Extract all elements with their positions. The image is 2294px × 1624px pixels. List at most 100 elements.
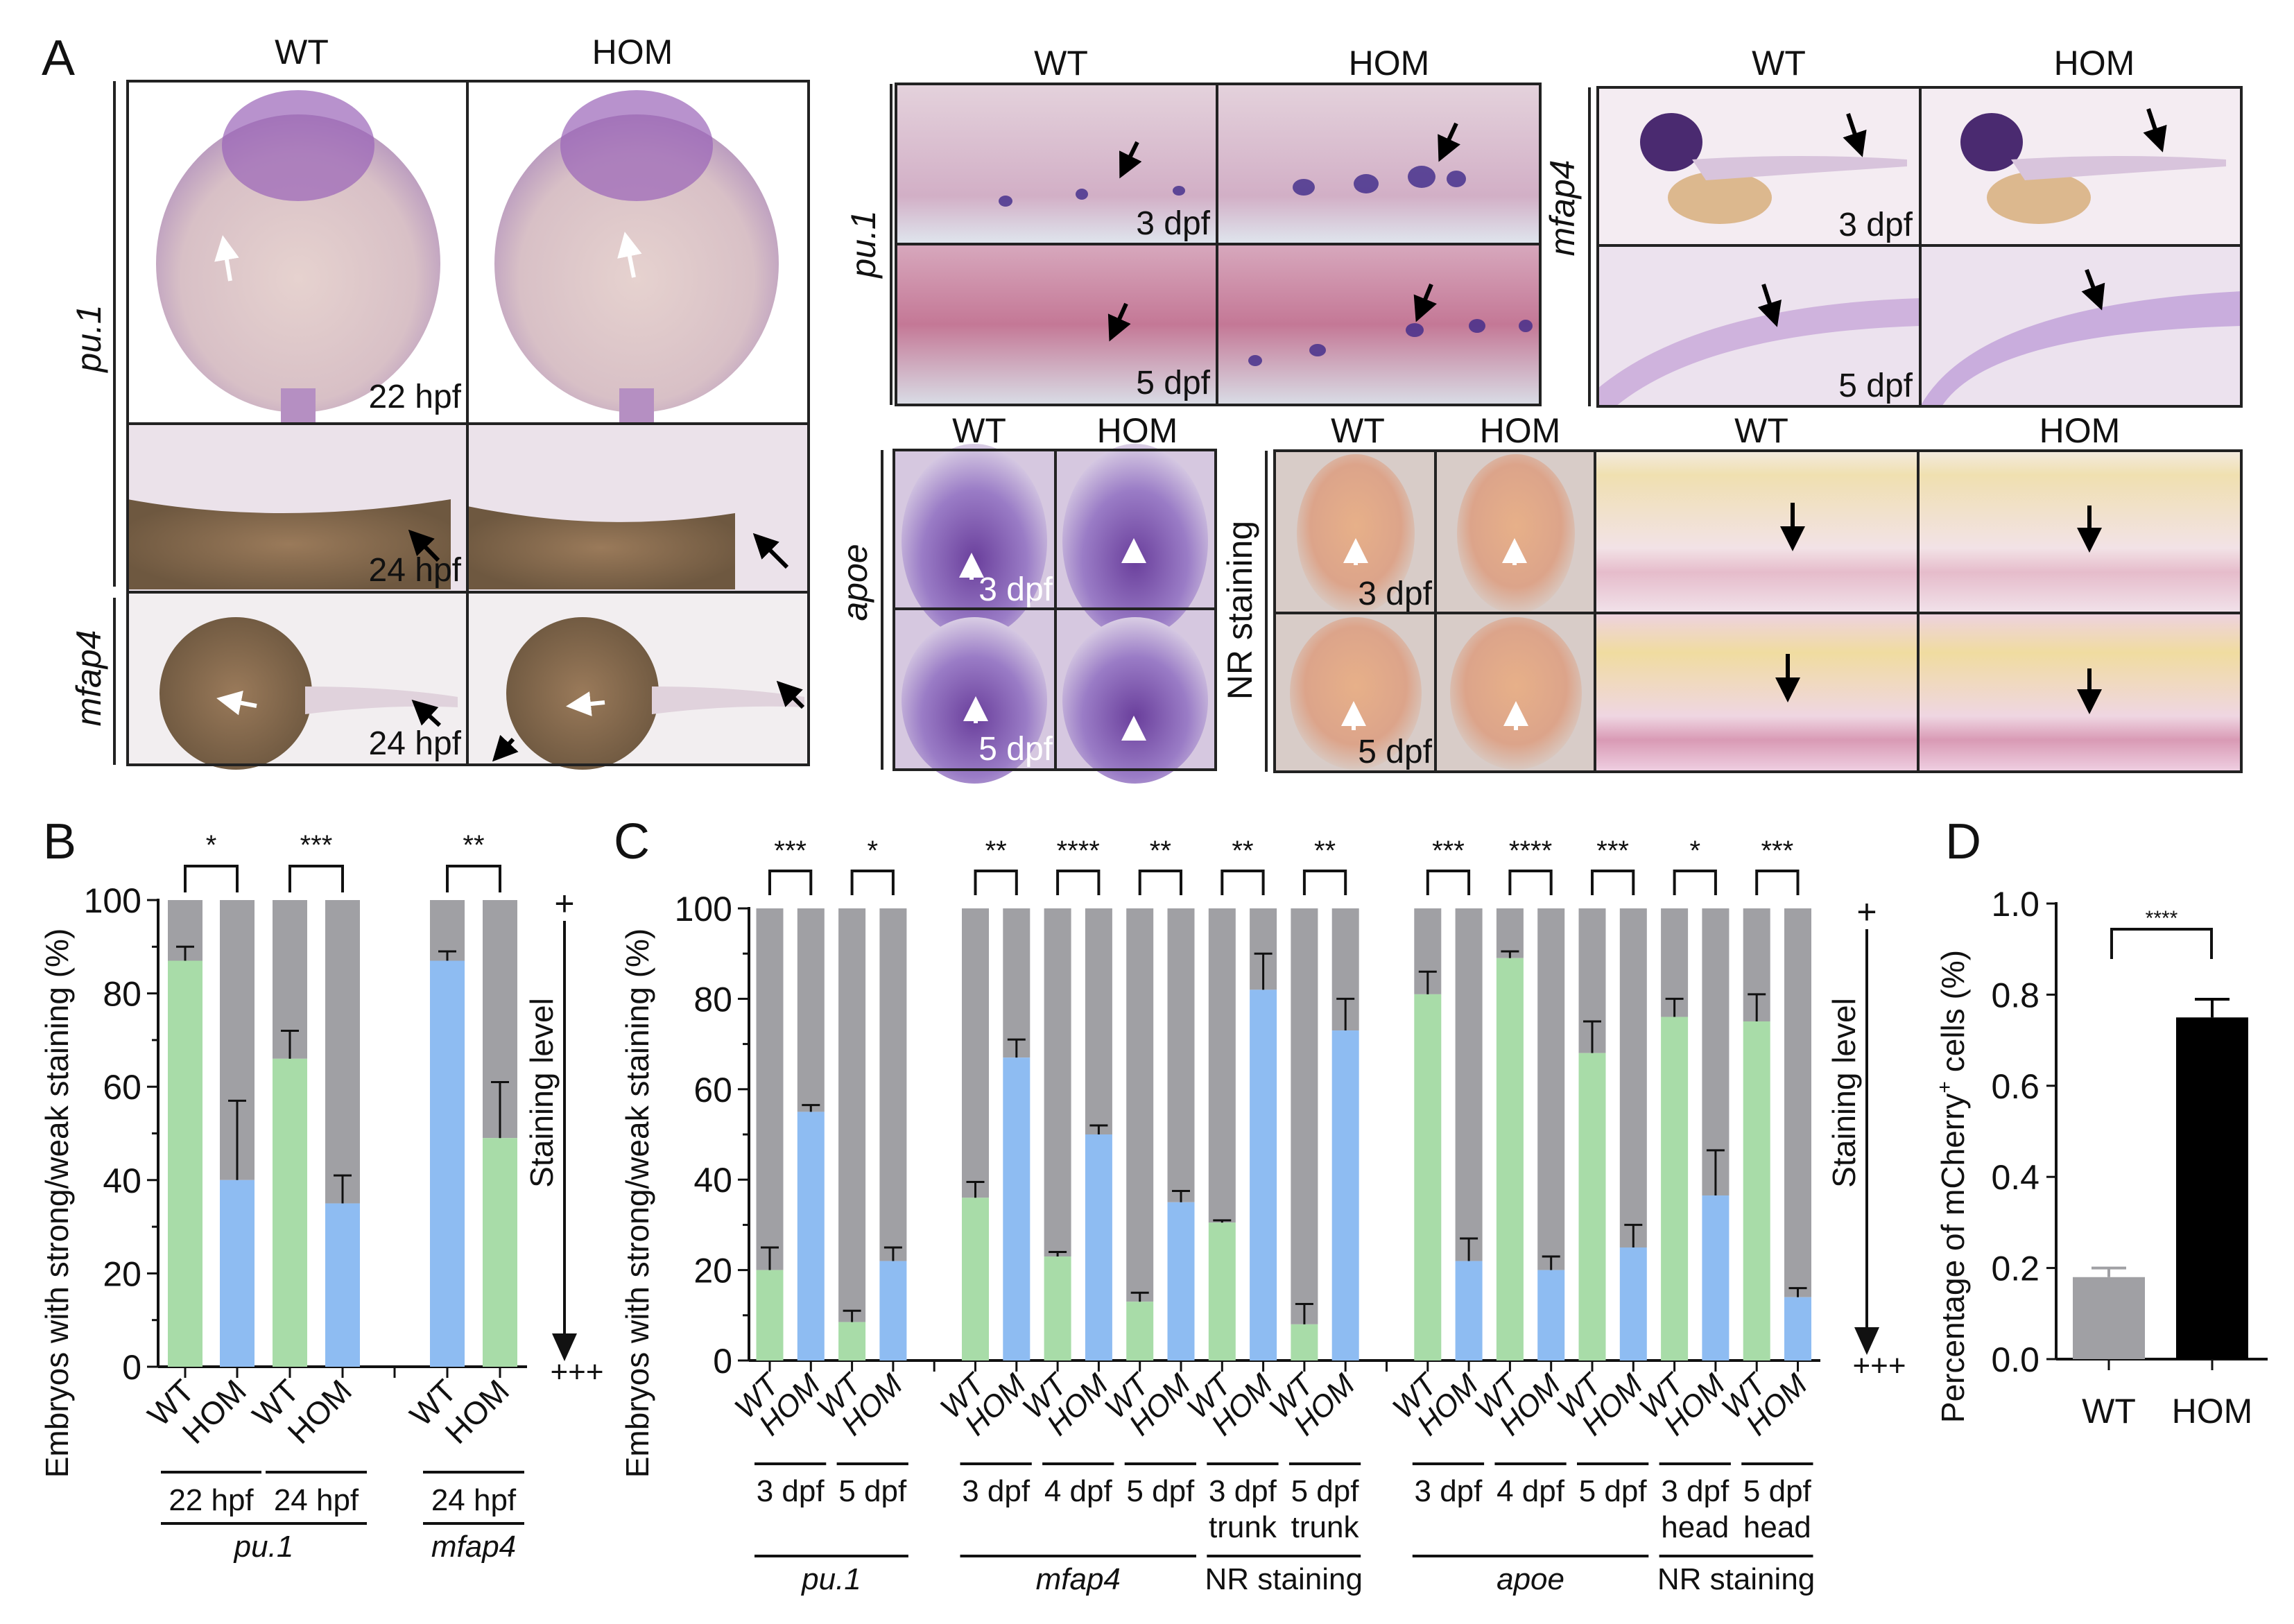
stage-label: 22 hpf [369, 379, 462, 415]
bar [1167, 1202, 1195, 1360]
panel-a-mfap4-larva-block: WT HOM mfap4 3 dpf 5 dpf [1543, 44, 2243, 408]
bar-remainder [325, 900, 360, 1204]
stage-label: 3 dpf [978, 571, 1053, 608]
bar-remainder [962, 908, 989, 1198]
col-label-wt: WT [275, 33, 329, 71]
significance-bracket [1426, 870, 1471, 895]
col-label-hom: HOM [1349, 44, 1430, 83]
bar [1743, 1021, 1770, 1360]
subgroup-label: 5 dpf [1743, 1474, 1812, 1508]
significance-label: **** [1509, 836, 1552, 866]
subgroup-label: 5 dpf [1126, 1474, 1195, 1508]
subgroup-label: 5 dpf [1291, 1474, 1360, 1508]
scale-bottom-label: +++ [550, 1355, 603, 1389]
y-tick-label: 40 [693, 1161, 732, 1200]
gene-label-pu1: pu.1 [69, 304, 108, 373]
panel-label-b: B [43, 814, 76, 870]
arrow-icon [492, 734, 519, 762]
significance-label: *** [1596, 836, 1629, 866]
subgroup-label: 3 dpf [962, 1474, 1030, 1508]
col-label-wt: WT [1034, 44, 1088, 83]
col-label-wt: WT [1752, 44, 1806, 83]
bar-remainder [1044, 908, 1071, 1257]
y-tick-label: 80 [693, 980, 732, 1019]
significance-label: ** [985, 836, 1007, 866]
significance-label: * [1689, 836, 1700, 866]
y-tick-label: 100 [84, 881, 141, 920]
significance-bracket [1508, 870, 1553, 895]
bar [1537, 1270, 1565, 1360]
arrow-icon [1843, 113, 1867, 157]
bar [1085, 1134, 1112, 1360]
y-tick-label: 60 [693, 1071, 732, 1109]
col-label-hom: HOM [2039, 411, 2121, 450]
subgroup-label: 3 dpf [1209, 1474, 1277, 1508]
bar-remainder [1496, 908, 1524, 958]
bar-remainder [1003, 908, 1030, 1058]
y-axis-title-text: cells (%) [1935, 950, 1971, 1081]
col-label-wt: WT [952, 411, 1006, 450]
bar [1044, 1256, 1071, 1360]
y-axis-title: Embryos with strong/weak staining (%) [39, 928, 75, 1478]
col-label-hom: HOM [1097, 411, 1178, 450]
chart-c: 0 20 40 60 80 100 Embryos with strong/weak sta… [619, 836, 1906, 1596]
bar [1126, 1302, 1154, 1360]
significance-label: *** [1761, 836, 1793, 866]
y-tick-label: 0 [713, 1342, 732, 1381]
significance-label: * [867, 836, 878, 866]
arrow-icon [566, 691, 605, 716]
bar [1455, 1261, 1483, 1360]
panel-a-left-block: WT HOM pu.1 mfap4 22 hpf 24 hpf 24 hpf [69, 33, 810, 770]
significance-bracket [974, 870, 1018, 895]
y-tick-label: 60 [103, 1068, 141, 1107]
scale-bottom-label: +++ [1852, 1349, 1906, 1383]
col-label-wt: WT [1734, 411, 1788, 450]
arrowhead-icon [1854, 1327, 1879, 1355]
y-tick-label: 0.0 [1991, 1340, 2039, 1379]
nr-staining-label: NR staining [1221, 521, 1259, 700]
subgroup-label: head [1743, 1510, 1811, 1544]
y-axis-title: Percentage of mCherry+ cells (%) [1933, 950, 1971, 1423]
subgroup-label: 5 dpf [1579, 1474, 1648, 1508]
panel-a-nr-block: WT HOM WT HOM NR staining 3 dpf 5 dpf [1221, 411, 2243, 773]
subgroup-label: 24 hpf [431, 1483, 517, 1517]
y-tick-label: 0.6 [1991, 1067, 2039, 1106]
bar [756, 1270, 784, 1360]
bar [325, 1203, 360, 1367]
y-tick-label: 20 [103, 1254, 141, 1293]
chart-d: Percentage of mCherry+ cells (%) 0.0 0.2 0… [1933, 885, 2268, 1431]
bar [1291, 1324, 1318, 1360]
arrow-icon [776, 680, 805, 709]
y-tick-label: 1.0 [1991, 885, 2039, 924]
significance-label: ** [1314, 836, 1336, 866]
bar [168, 960, 202, 1367]
subgroup-label: trunk [1209, 1510, 1277, 1544]
stage-label: 3 dpf [1358, 576, 1432, 612]
arrow-icon [752, 533, 789, 569]
stage-label: 5 dpf [1136, 365, 1210, 401]
y-tick-label: 0.8 [1991, 976, 2039, 1014]
arrow-icon [1107, 302, 1131, 342]
significance-label: ** [1150, 836, 1171, 866]
group-label: NR staining [1205, 1562, 1363, 1596]
significance-bracket [1591, 870, 1635, 895]
significance-bracket [1138, 870, 1182, 895]
significance-label: *** [774, 836, 807, 866]
significance-bracket [2110, 928, 2213, 959]
arrow-icon [214, 235, 239, 282]
y-tick-label: 0.2 [1991, 1250, 2039, 1288]
arrow-icon [216, 690, 257, 716]
stage-label: 24 hpf [369, 725, 462, 762]
bar-remainder [1208, 908, 1236, 1223]
subgroup-label: 22 hpf [169, 1483, 254, 1517]
significance-bracket [1673, 870, 1717, 895]
panel-label-c: C [614, 814, 650, 870]
panel-label-a: A [42, 31, 75, 86]
bar [797, 1112, 825, 1360]
stage-label: 5 dpf [1358, 734, 1432, 770]
bar-remainder [838, 908, 866, 1322]
significance-bracket [184, 865, 239, 892]
group-label: NR staining [1657, 1562, 1815, 1596]
